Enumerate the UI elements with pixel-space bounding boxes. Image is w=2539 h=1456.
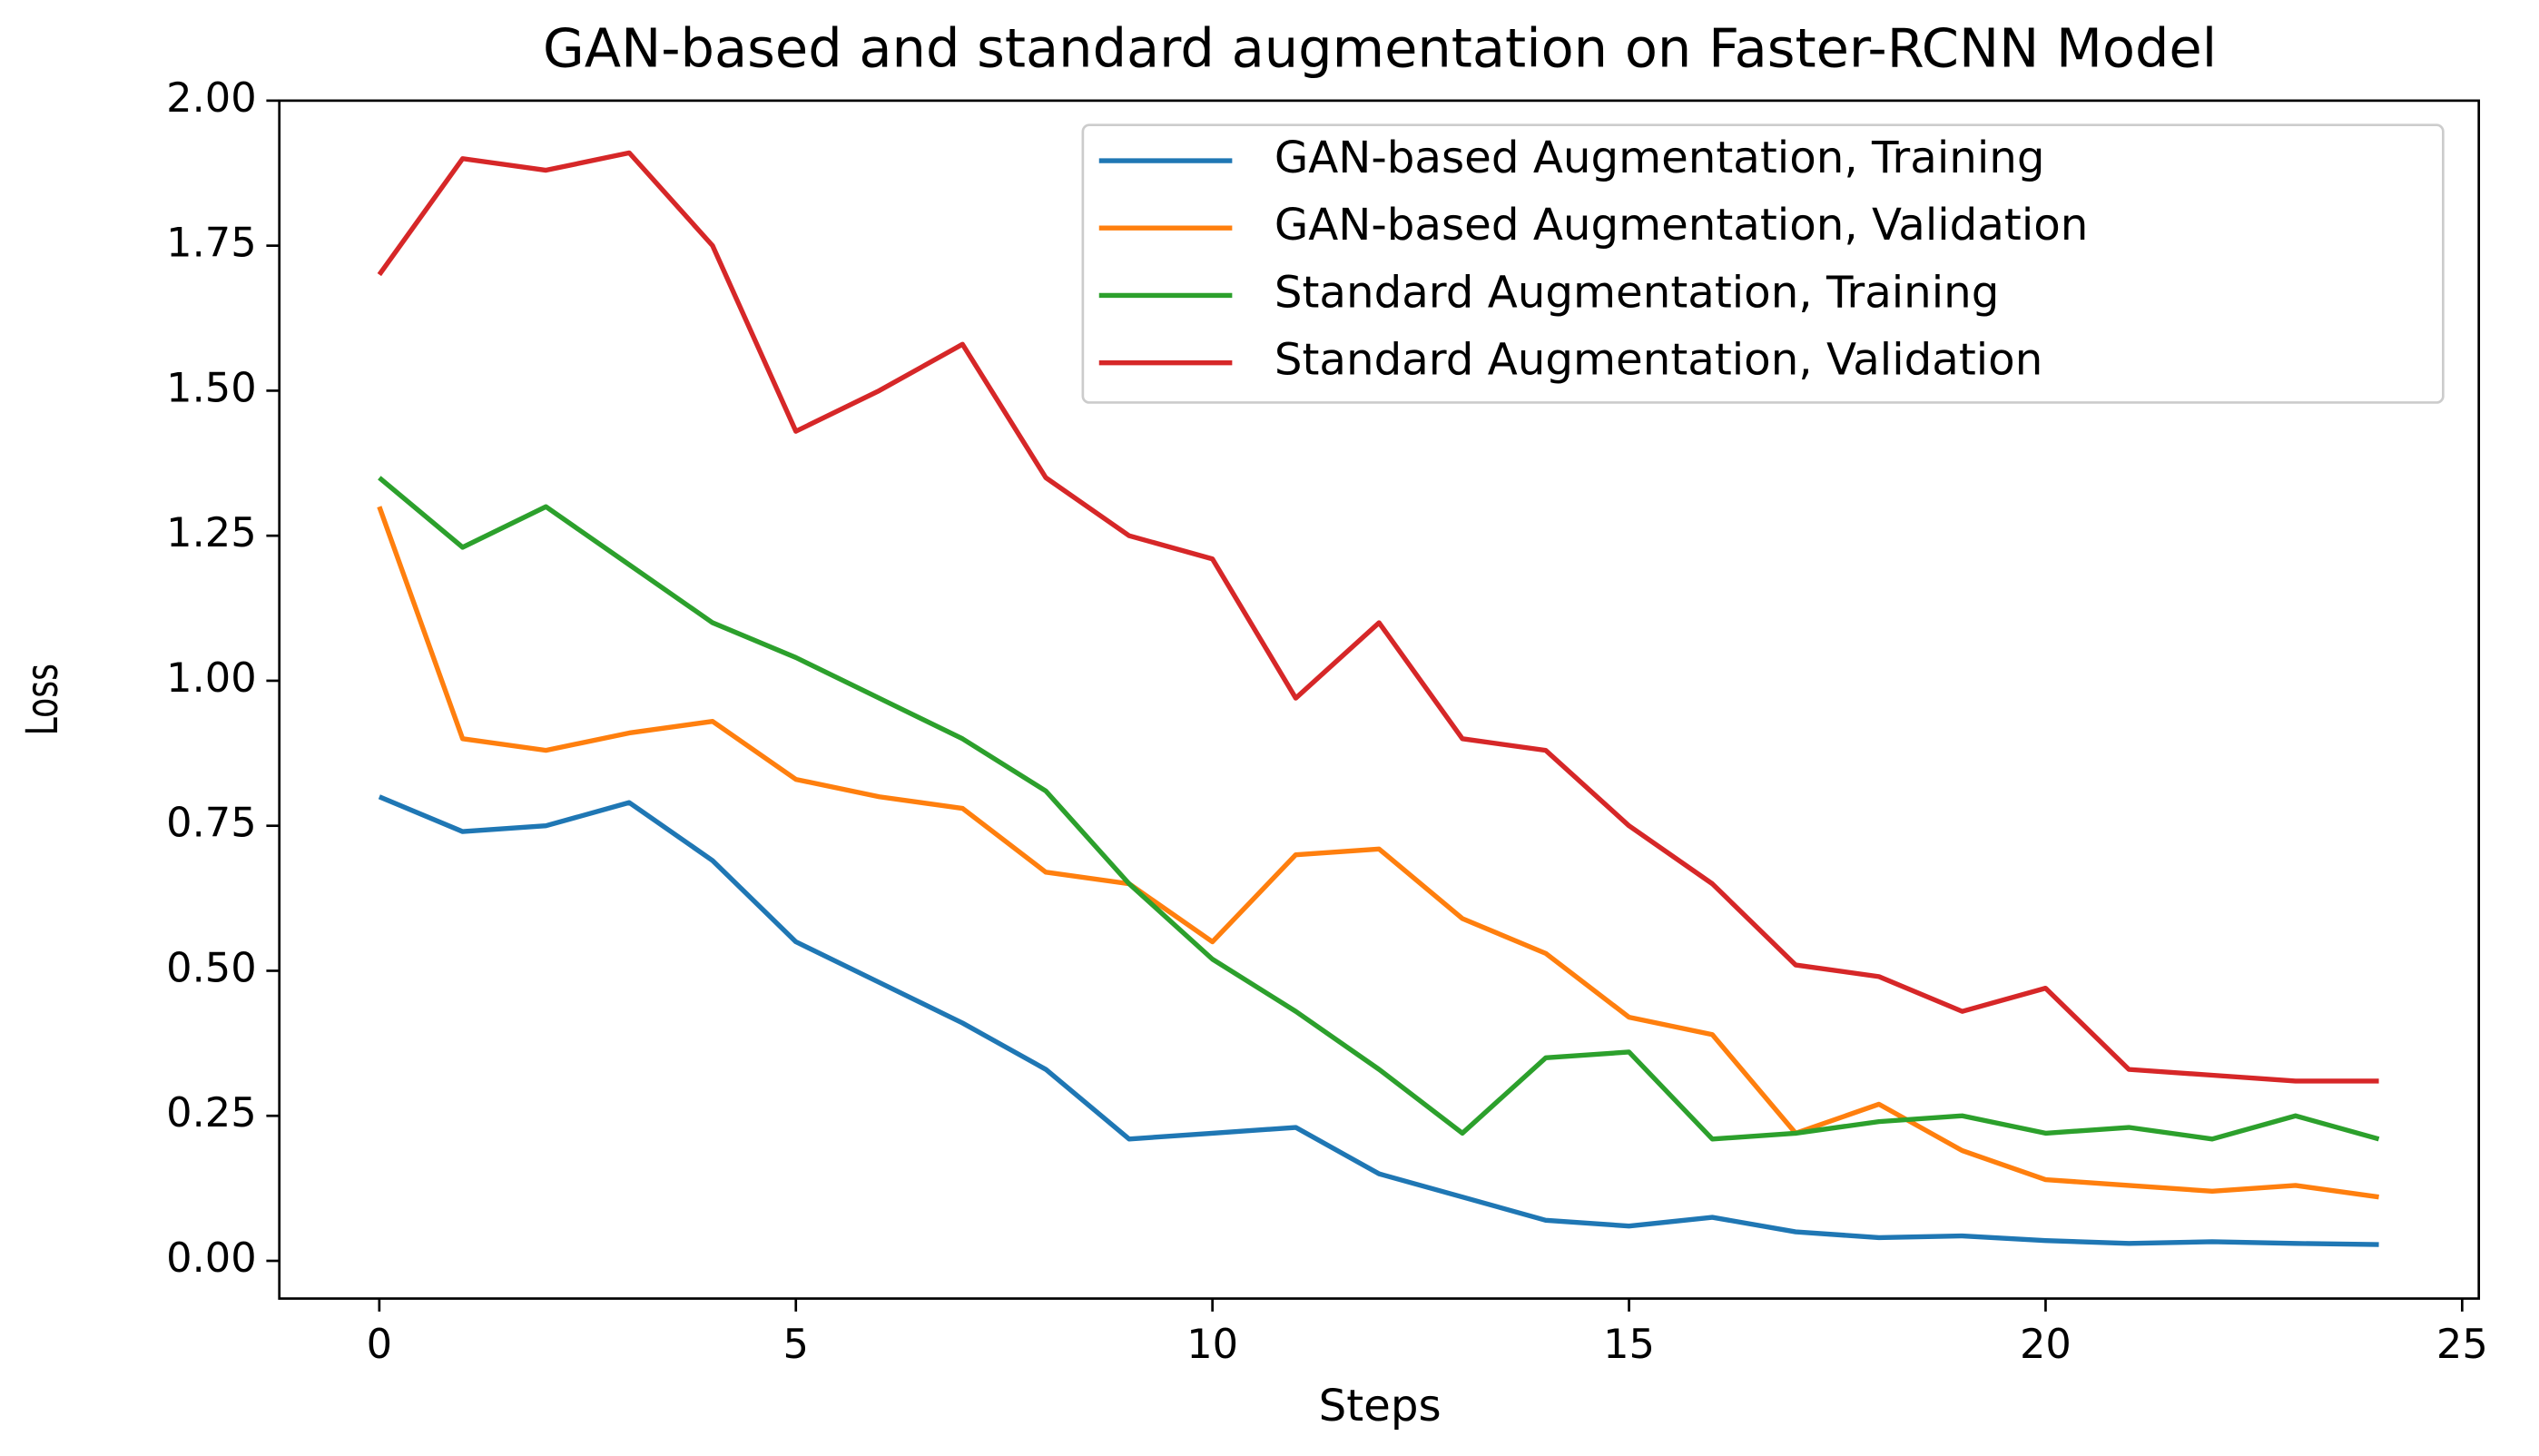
x-tick-label: 10	[1186, 1321, 1238, 1368]
y-axis-label: Loss	[17, 664, 69, 735]
series-line	[377, 506, 2379, 1200]
series-line	[377, 150, 2379, 1084]
x-tick-label: 25	[2436, 1321, 2488, 1368]
series-line	[378, 476, 2380, 1142]
y-tick-label: 2.00	[166, 74, 257, 122]
series-line	[378, 794, 2379, 1247]
y-tick-label: 1.25	[166, 509, 257, 556]
legend-label: GAN-based Augmentation, Training	[1274, 133, 2045, 183]
legend-label: GAN-based Augmentation, Validation	[1274, 200, 2089, 251]
x-tick-label: 15	[1603, 1321, 1655, 1368]
y-tick-label: 0.00	[166, 1235, 257, 1282]
y-tick-label: 0.25	[166, 1089, 257, 1136]
y-tick-label: 0.75	[166, 800, 257, 847]
x-tick-label: 5	[783, 1321, 809, 1368]
legend-box	[1081, 123, 2445, 404]
y-tick-label: 1.75	[166, 220, 257, 267]
legend-label: Standard Augmentation, Validation	[1274, 335, 2042, 386]
y-tick-label: 0.50	[166, 944, 257, 991]
chart-title: GAN-based and standard augmentation on F…	[543, 16, 2217, 79]
y-tick-label: 1.50	[166, 364, 257, 411]
legend-label: Standard Augmentation, Training	[1274, 267, 2000, 318]
x-axis-label: Steps	[1319, 1381, 1442, 1431]
x-tick-label: 20	[2020, 1321, 2072, 1368]
x-tick-label: 0	[367, 1321, 392, 1368]
plot-frame	[278, 99, 2481, 1300]
y-tick-label: 1.00	[166, 654, 257, 702]
